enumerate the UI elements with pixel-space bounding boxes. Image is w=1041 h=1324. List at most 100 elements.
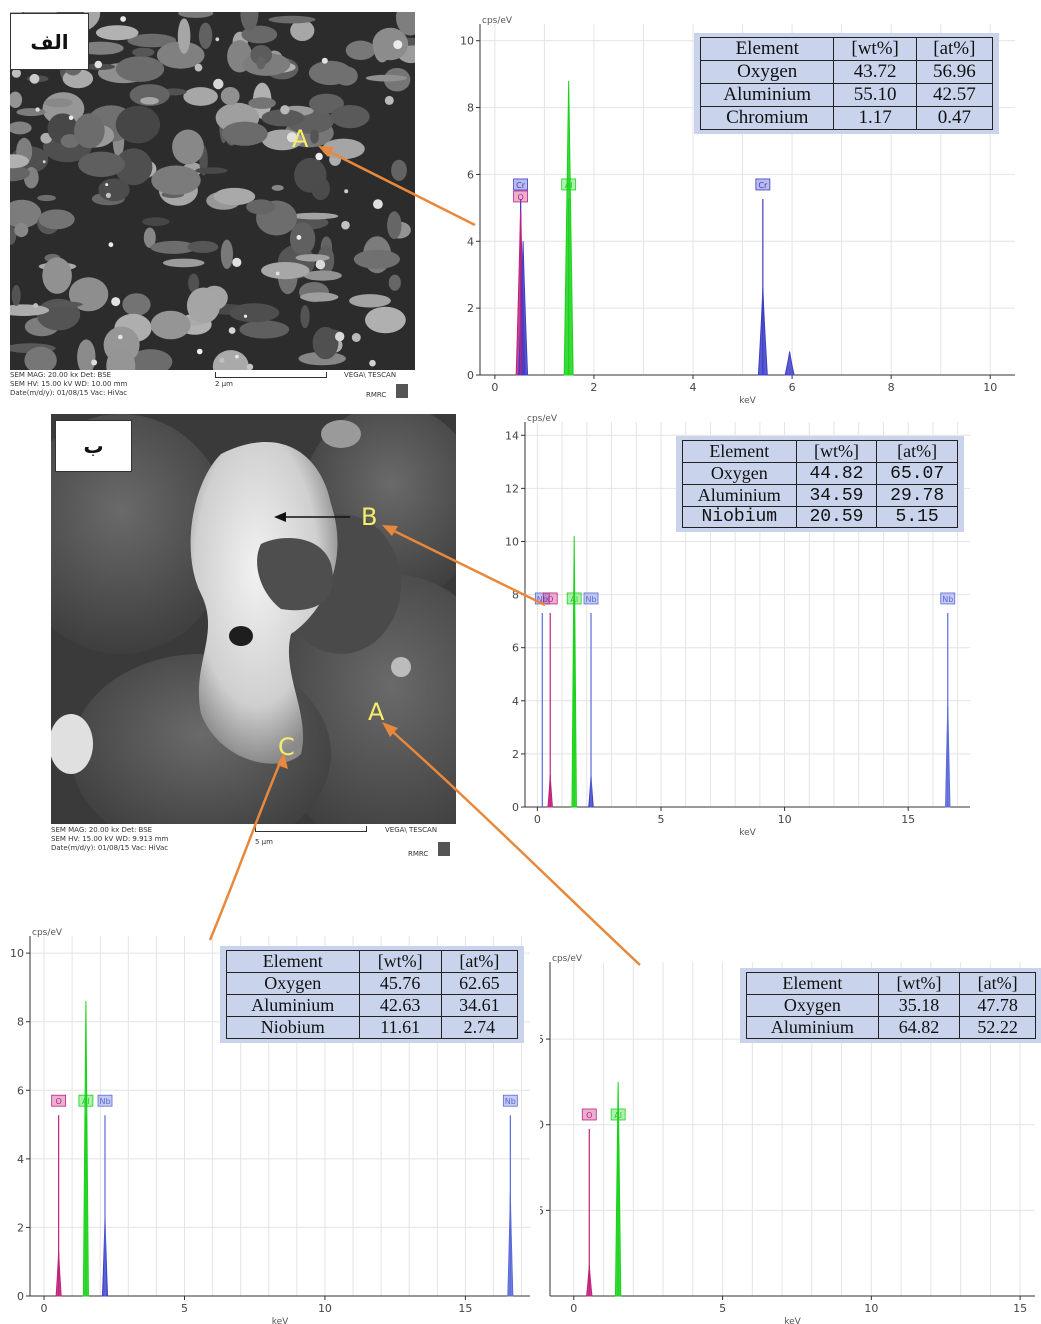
y-axis-label: cps/eV [482, 16, 513, 26]
element-tag [561, 178, 577, 191]
sem-footer-line: SEM MAG: 20.00 kx Det: BSE [51, 826, 153, 834]
sem-grain [198, 22, 213, 49]
y-axis-label: cps/eV [552, 954, 583, 964]
y-tick-label: 8 [512, 589, 519, 602]
sem-footer-alef: SEM MAG: 20.00 kx Det: BSE SEM HV: 15.00… [10, 371, 415, 401]
sem-grain [220, 87, 240, 105]
sem-footer-line: Date(m/d/y): 01/08/15 Vac: HiVac [10, 389, 128, 397]
table-cell: Aluminium [699, 83, 835, 107]
x-tick-label: 5 [719, 1302, 726, 1315]
sem-grain [98, 178, 130, 202]
x-tick-label: 10 [983, 381, 997, 394]
sem-footer-be: SEM MAG: 20.00 kx Det: BSE SEM HV: 15.00… [51, 826, 456, 856]
sem-grain [335, 331, 345, 342]
sem-grain [296, 235, 302, 240]
sem-grain [40, 132, 52, 144]
x-axis-label: keV [272, 1317, 289, 1324]
table-header: [at%] [876, 440, 958, 463]
table-cell: 2.74 [440, 1016, 519, 1039]
table-header: Element [682, 440, 797, 463]
sem-grain [38, 209, 75, 230]
table-header: [wt%] [358, 950, 442, 973]
y-axis-label: cps/eV [32, 928, 63, 938]
table-cell: Oxygen [699, 60, 835, 84]
scale-text-be: 5 μm [255, 838, 273, 846]
element-tag [78, 1094, 94, 1107]
element-tag-label: Cr [758, 181, 768, 190]
sem-grain [315, 152, 323, 161]
x-tick-label: 5 [181, 1302, 188, 1315]
table-cell: Oxygen [746, 994, 879, 1017]
sem-grain [235, 354, 239, 359]
sem-grain [228, 327, 236, 334]
table-cell: 1.17 [833, 106, 917, 130]
y-tick-label: 14 [505, 429, 519, 442]
element-tag [583, 592, 599, 605]
x-tick-label: 0 [41, 1302, 48, 1315]
table-header: [at%] [915, 37, 994, 61]
table-cell: 52.22 [959, 1016, 1036, 1039]
table-cell: 0.47 [915, 106, 994, 130]
sem-grain [10, 91, 23, 108]
table-cell: Aluminium [226, 994, 360, 1017]
sem-grain [115, 105, 161, 144]
sem-grain [341, 220, 350, 230]
lab-logo-be: RMRC [408, 850, 429, 858]
point-label-c: C [278, 733, 295, 761]
point-label-a-alef: A [292, 125, 309, 153]
element-tag-label: Al [570, 595, 578, 604]
sem-grain [290, 212, 339, 220]
sem-grain [322, 138, 365, 160]
eds-table-a: Element [wt%] [at%] Oxygen 35.18 47.78 Alumi… [740, 968, 1041, 1043]
sem-grain [105, 183, 109, 187]
element-tag-label: Al [614, 1111, 622, 1120]
table-cell: Niobium [226, 1016, 360, 1039]
table-cell: 56.96 [915, 60, 994, 84]
sem-grain [132, 47, 155, 57]
sem-grain [240, 12, 259, 32]
sem-grain [229, 303, 280, 323]
sem-grain [37, 194, 56, 202]
element-tag-label: Nb [585, 595, 596, 604]
sem-grain [365, 306, 406, 334]
x-tick-label: 0 [570, 1302, 577, 1315]
sem-grain [111, 297, 121, 307]
brand-alef: VEGA\ TESCAN [344, 371, 397, 379]
table-cell: Aluminium [746, 1016, 879, 1039]
table-header: [at%] [440, 950, 519, 973]
sem-grain [215, 37, 220, 42]
sem-grain [143, 227, 156, 248]
point-label-a-be: A [368, 698, 385, 726]
y-tick-label: 12 [505, 482, 519, 495]
y-tick-label: 4 [17, 1153, 24, 1166]
scale-text-alef: 2 μm [215, 380, 233, 388]
sem-grain [300, 305, 310, 329]
table-cell: 42.57 [915, 83, 994, 107]
sem-grain [384, 95, 394, 105]
sem-grain [187, 240, 219, 253]
y-tick-label: 0 [512, 801, 519, 814]
sem-grain [35, 107, 40, 112]
table-cell: 11.61 [358, 1016, 442, 1039]
sem-grain [393, 40, 403, 50]
sem-grain [312, 326, 339, 360]
sem-grain [91, 359, 98, 366]
table-cell: 43.72 [833, 60, 917, 84]
element-tag [513, 178, 529, 191]
sem-grain [68, 115, 74, 121]
x-tick-label: 5 [657, 813, 664, 826]
x-axis-label: keV [784, 1317, 801, 1324]
sem-grain [391, 159, 407, 181]
sem-grain [108, 242, 114, 248]
table-cell: 20.59 [795, 506, 878, 528]
y-tick-label: 8 [467, 102, 474, 115]
sem-grain [365, 74, 407, 82]
element-tag [755, 178, 771, 191]
sem-grain [221, 121, 268, 146]
sem-grain [42, 257, 72, 294]
x-tick-label: 10 [778, 813, 792, 826]
sem-grain [212, 350, 249, 370]
sem-grain [232, 257, 242, 267]
element-tag-label: O [517, 193, 523, 202]
sem-grain [142, 217, 170, 227]
